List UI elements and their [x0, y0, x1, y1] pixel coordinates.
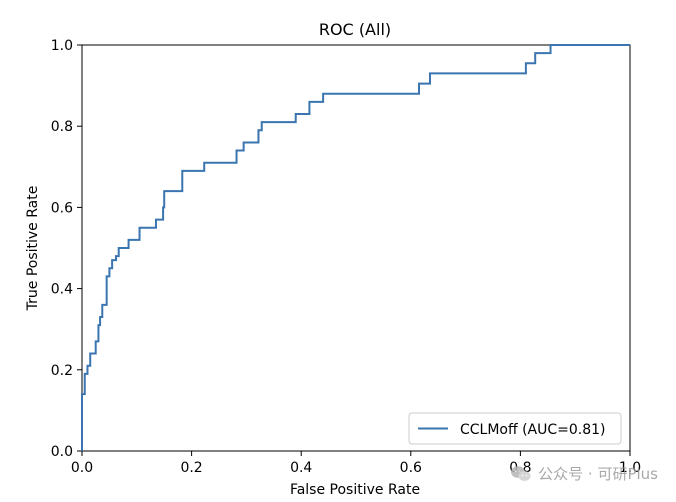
roc-curve-line	[81, 44, 630, 451]
wechat-icon	[511, 465, 531, 481]
y-tick-label: 0.0	[51, 444, 73, 460]
x-tick-label: 0.4	[290, 460, 312, 476]
x-tick-label: 0.2	[180, 460, 202, 476]
x-axis-label: False Positive Rate	[290, 482, 420, 498]
watermark-text: 公众号 · 可研Plus	[538, 465, 658, 483]
x-tick-label: 1.0	[619, 460, 641, 476]
y-tick-label: 1.0	[51, 38, 73, 54]
legend: CCLMoff (AUC=0.81)	[408, 412, 622, 445]
legend-box	[408, 412, 622, 445]
y-tick-label: 0.6	[51, 200, 73, 216]
watermark: 公众号 · 可研Plus	[510, 463, 658, 484]
legend-label: CCLMoff (AUC=0.81)	[460, 422, 606, 438]
x-tick-label: 0.0	[71, 460, 93, 476]
plot-area	[81, 44, 631, 452]
series-layer	[81, 44, 630, 451]
plot-frame	[81, 44, 631, 452]
y-tick-label: 0.4	[51, 282, 73, 298]
y-axis-label: True Positive Rate	[25, 186, 41, 312]
x-tick-label: 0.6	[400, 460, 422, 476]
y-tick-label: 0.2	[51, 363, 73, 379]
chart-title: ROC (All)	[319, 20, 391, 39]
y-tick-label: 0.8	[51, 119, 73, 135]
y-axis: 0.0 0.2 0.4 0.6 0.8 1.0	[51, 38, 82, 460]
